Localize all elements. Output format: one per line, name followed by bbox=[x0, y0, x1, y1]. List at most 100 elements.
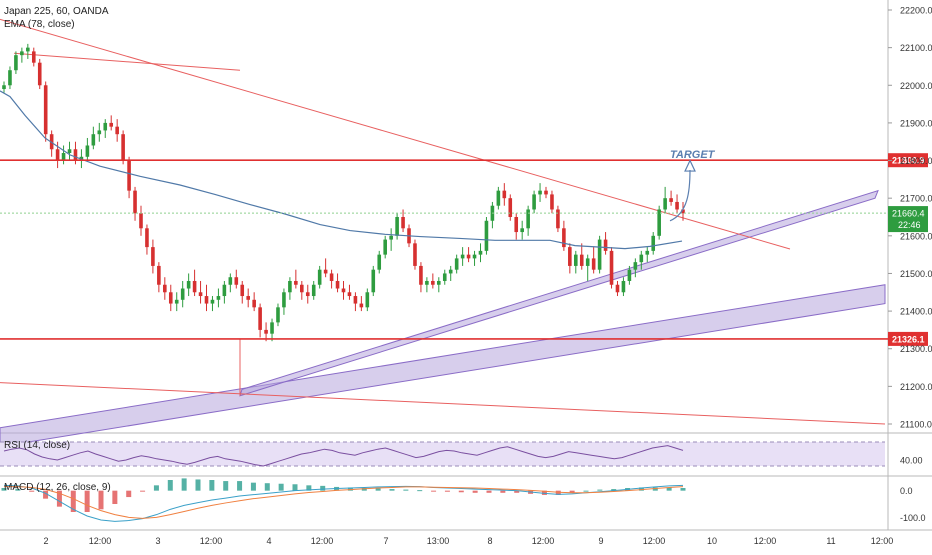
candle-body bbox=[395, 217, 399, 236]
candle-body bbox=[163, 284, 167, 293]
price-tick-label: 21700.00 bbox=[900, 194, 932, 204]
macd-hist-bar bbox=[278, 483, 284, 491]
price-tick-label: 22100.00 bbox=[900, 43, 932, 53]
time-tick-label: 12:00 bbox=[871, 536, 894, 546]
candle-body bbox=[61, 153, 66, 161]
macd-hist-bar bbox=[486, 490, 492, 493]
lower-trend-line bbox=[0, 382, 886, 425]
macd-hist-bar bbox=[126, 490, 132, 498]
candle-body bbox=[270, 322, 274, 334]
candle-body bbox=[496, 190, 501, 206]
candle-body bbox=[585, 258, 590, 266]
macd-hist-bar bbox=[583, 490, 589, 492]
candle-body bbox=[675, 201, 679, 210]
lower-channel bbox=[0, 284, 886, 448]
time-tick-label: 12:00 bbox=[200, 536, 223, 546]
macd-hist-bar bbox=[361, 488, 367, 491]
candle-body bbox=[365, 292, 370, 308]
time-tick-label: 12:00 bbox=[643, 536, 666, 546]
macd-hist-bar bbox=[209, 480, 215, 491]
candles bbox=[2, 43, 685, 342]
macd-hist-bar bbox=[181, 478, 187, 491]
candle-body bbox=[460, 254, 465, 259]
candle-body bbox=[573, 254, 578, 266]
last-price-badge bbox=[888, 206, 928, 233]
candle-body bbox=[264, 329, 268, 334]
target-arrow bbox=[669, 169, 691, 222]
candle-body bbox=[26, 47, 30, 52]
macd-hist-bar bbox=[223, 481, 229, 491]
macd-hist-bar bbox=[237, 481, 243, 491]
candle-body bbox=[669, 198, 673, 202]
candle-body bbox=[252, 299, 256, 308]
candle-body bbox=[222, 284, 227, 297]
price-axis: 22200.00 22100.00 22000.00 21900.00 21800.00… bbox=[888, 6, 932, 430]
price-tick-label: 22200.00 bbox=[900, 6, 932, 16]
candle-body bbox=[228, 277, 233, 285]
macd-hist-bar bbox=[98, 490, 104, 510]
time-tick-label: 10 bbox=[707, 536, 717, 546]
candle-body bbox=[234, 277, 239, 285]
ema-line bbox=[0, 90, 683, 250]
macd-line bbox=[3, 484, 684, 522]
time-tick-label: 13:00 bbox=[427, 536, 450, 546]
candle-body bbox=[323, 269, 328, 274]
candle-body bbox=[67, 149, 72, 154]
candle-body bbox=[43, 85, 48, 135]
macd-hist-bar bbox=[112, 490, 118, 504]
candle-body bbox=[145, 228, 149, 248]
candle-body bbox=[73, 149, 78, 161]
macd-hist-bar bbox=[292, 484, 298, 491]
price-tick-label: 21300.00 bbox=[900, 344, 932, 354]
countdown-label: 22:46 bbox=[898, 220, 921, 230]
level-badge bbox=[888, 331, 928, 346]
rsi-pane: 40.00 bbox=[0, 441, 923, 467]
candle-body bbox=[335, 280, 340, 289]
ema-layer bbox=[0, 90, 683, 250]
macd-hist-bar bbox=[680, 488, 686, 491]
candle-body bbox=[389, 235, 393, 240]
price-tick-label: 21900.00 bbox=[900, 118, 932, 128]
macd-hist-bar bbox=[70, 490, 76, 512]
candle-body bbox=[597, 239, 602, 270]
candle-body bbox=[55, 149, 60, 161]
candle-body bbox=[568, 247, 572, 266]
macd-hist-bar bbox=[375, 488, 381, 491]
time-tick-label: 12:00 bbox=[311, 536, 334, 546]
candle-body bbox=[216, 296, 221, 300]
candle-body bbox=[317, 269, 322, 285]
candle-body bbox=[651, 235, 656, 251]
candle-body bbox=[329, 273, 334, 281]
candle-body bbox=[633, 262, 638, 270]
macd-hist-bar bbox=[444, 490, 450, 492]
rsi-tick-label: 40.00 bbox=[900, 456, 923, 466]
candle-body bbox=[681, 209, 685, 214]
candle-body bbox=[359, 303, 364, 308]
candle-body bbox=[627, 269, 632, 281]
price-tick-label: 21500.00 bbox=[900, 269, 932, 279]
candle-body bbox=[180, 288, 185, 300]
macd-hist-bar bbox=[431, 490, 437, 492]
candle-body bbox=[377, 254, 382, 270]
candle-body bbox=[305, 292, 310, 297]
macd-legend: MACD (12, 26, close, 9) bbox=[4, 482, 111, 493]
macd-hist-bar bbox=[569, 490, 575, 493]
candle-body bbox=[14, 55, 18, 71]
candle-body bbox=[127, 160, 131, 191]
candle-body bbox=[371, 269, 376, 293]
candle-body bbox=[484, 220, 489, 251]
price-tick-label: 21200.00 bbox=[900, 382, 932, 392]
candle-body bbox=[520, 228, 524, 233]
candle-body bbox=[442, 273, 447, 281]
macd-hist-bar bbox=[417, 490, 423, 492]
candle-body bbox=[508, 198, 513, 217]
candle-body bbox=[282, 292, 286, 308]
macd-hist-bar bbox=[153, 485, 159, 491]
time-tick-label: 9 bbox=[598, 536, 603, 546]
macd-hist-bar bbox=[597, 489, 603, 491]
candle-body bbox=[97, 130, 102, 135]
macd-hist-bar bbox=[403, 489, 409, 491]
candle-body bbox=[502, 190, 507, 199]
